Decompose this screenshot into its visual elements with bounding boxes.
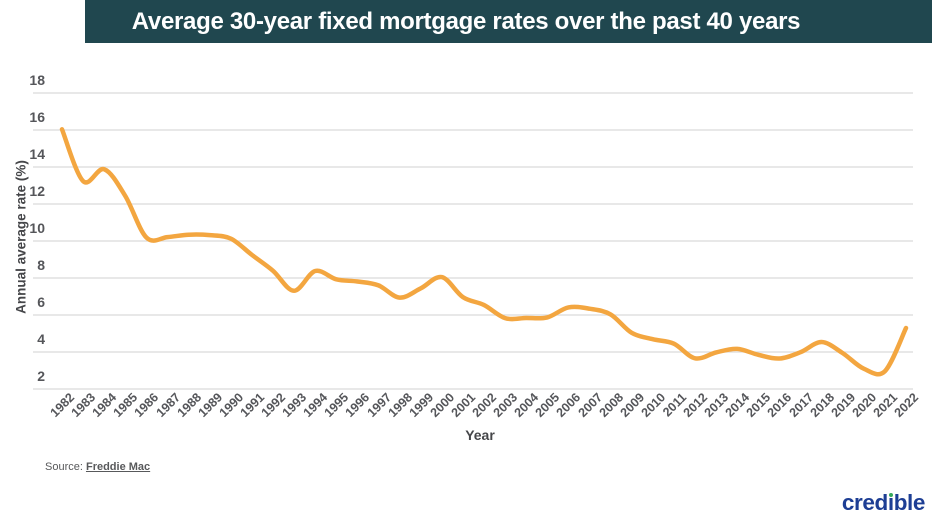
logo-text-pre: cred xyxy=(841,490,888,515)
source-label: Source: xyxy=(45,461,86,473)
source-link[interactable]: Freddie Mac xyxy=(85,461,151,473)
y-tick-label: 14 xyxy=(29,146,45,162)
y-tick-label: 2 xyxy=(37,368,45,384)
y-tick-label: 12 xyxy=(29,183,45,199)
y-tick-label: 4 xyxy=(37,331,45,347)
x-axis-title: Year xyxy=(465,427,495,443)
y-tick-label: 18 xyxy=(29,72,45,88)
y-tick-label: 6 xyxy=(37,294,45,310)
y-tick-label: 16 xyxy=(29,109,45,125)
logo-letter-i: ı xyxy=(888,490,894,516)
credible-logo[interactable]: credı ble xyxy=(841,490,926,516)
y-tick-label: 8 xyxy=(37,257,45,273)
y-tick-label: 10 xyxy=(29,220,45,236)
logo-dotless-i: ı xyxy=(887,490,894,515)
source-note: Source: Freddie Mac xyxy=(45,461,150,473)
y-axis-title: Annual average rate (%) xyxy=(13,160,29,314)
logo-text-post: ble xyxy=(893,490,926,515)
rate-line-series xyxy=(59,127,909,377)
chart-title: Average 30-year fixed mortgage rates ove… xyxy=(131,8,801,35)
title-bar: Average 30-year fixed mortgage rates ove… xyxy=(85,0,932,43)
logo-i-dot xyxy=(888,492,894,497)
